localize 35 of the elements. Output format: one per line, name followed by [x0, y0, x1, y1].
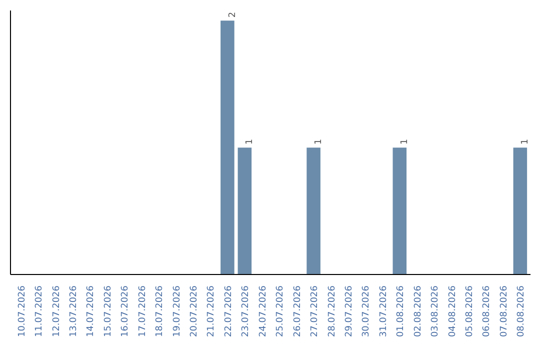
- data-label: 1: [520, 138, 531, 145]
- x-tick-label: 17.07.2026: [138, 285, 148, 338]
- x-tick-label: 21.07.2026: [206, 285, 217, 338]
- x-tick-label: 28.07.2026: [327, 285, 338, 338]
- data-label: 1: [314, 138, 324, 145]
- x-tick-label: 14.07.2026: [86, 285, 96, 338]
- x-tick-label: 10.07.2026: [17, 285, 28, 338]
- x-tick-label: 04.08.2026: [448, 285, 458, 338]
- x-tick-label: 02.08.2026: [413, 285, 424, 338]
- x-tick-label: 01.08.2026: [396, 285, 406, 338]
- x-tick-label: 16.07.2026: [120, 285, 131, 338]
- x-tick-label: 23.07.2026: [241, 285, 252, 338]
- x-tick-label: 05.08.2026: [465, 285, 476, 338]
- x-tick-label: 18.07.2026: [155, 285, 166, 338]
- x-tick-label: 12.07.2026: [52, 285, 62, 338]
- x-tick-label: 07.08.2026: [499, 285, 510, 338]
- x-tick-label: 30.07.2026: [362, 285, 372, 338]
- x-tick-label: 27.07.2026: [310, 285, 320, 338]
- data-label: 1: [245, 138, 256, 145]
- x-tick-label: 15.07.2026: [103, 285, 114, 338]
- x-tick-label: 08.08.2026: [516, 285, 527, 338]
- x-tick-label: 26.07.2026: [292, 285, 303, 338]
- x-tick-label: 22.07.2026: [224, 285, 234, 338]
- data-label: 1: [400, 138, 410, 145]
- data-label: 2: [228, 12, 238, 18]
- x-tick-label: 13.07.2026: [68, 285, 79, 338]
- x-tick-label: 31.07.2026: [378, 285, 389, 338]
- x-tick-label: 19.07.2026: [172, 285, 182, 338]
- x-tick-label: 25.07.2026: [276, 285, 286, 338]
- x-tick-label: 20.07.2026: [190, 285, 200, 338]
- x-tick-label: 29.07.2026: [344, 285, 354, 338]
- x-tick-label: 11.07.2026: [34, 285, 45, 338]
- x-tick-label: 24.07.2026: [258, 285, 268, 338]
- x-tick-label: 06.08.2026: [482, 285, 492, 338]
- x-tick-label: 03.08.2026: [430, 285, 441, 338]
